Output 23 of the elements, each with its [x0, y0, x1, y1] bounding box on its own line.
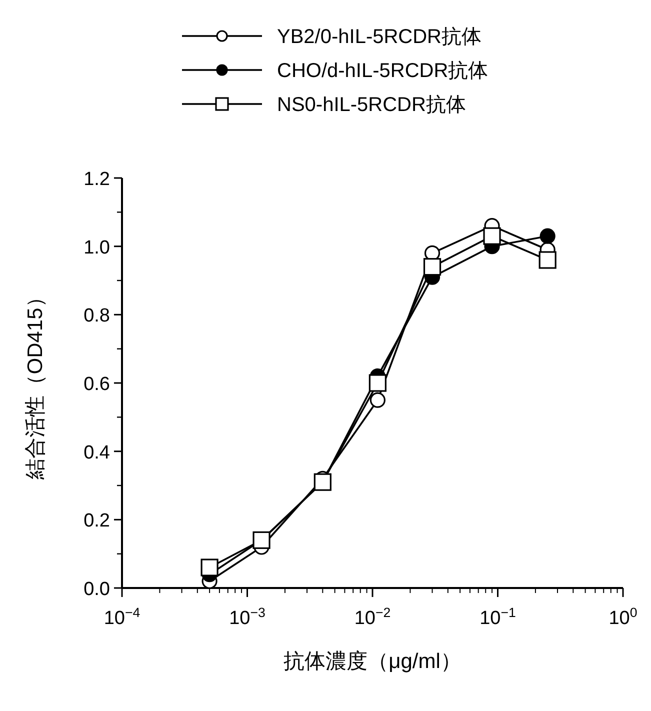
x-axis-title: 抗体濃度（μg/ml） [284, 650, 462, 673]
y-tick-label: 0.8 [84, 306, 110, 327]
point [368, 374, 386, 392]
y-axis-title: 結合活性（OD415） [24, 286, 47, 480]
x-tick-label: 10$^{−3}$ [229, 604, 266, 629]
y-tick-label: 0.2 [84, 510, 110, 532]
y-tick-label: 1.0 [84, 237, 110, 258]
legend-label: CHO/d-hIL-5RCDR抗体 [277, 60, 488, 82]
point [538, 251, 556, 269]
point [483, 227, 501, 245]
x-tick-label: 10$^{−4}$ [104, 604, 140, 629]
x-tick-label: 10$^{0}$ [608, 604, 638, 629]
point [540, 228, 556, 244]
legend-label: NS0-hIL-5RCDR抗体 [277, 94, 466, 116]
y-tick-label: 1.2 [84, 169, 110, 190]
y-tick-label: 0.0 [84, 579, 110, 600]
point [200, 558, 218, 576]
y-tick-label: 0.6 [84, 374, 110, 395]
y-tick-label: 0.4 [84, 442, 110, 464]
x-tick-label: 10$^{−1}$ [480, 604, 516, 629]
legend-label: YB2/0-hIL-5RCDR抗体 [277, 26, 482, 48]
point [370, 392, 386, 408]
x-tick-label: 10$^{−2}$ [354, 604, 391, 629]
